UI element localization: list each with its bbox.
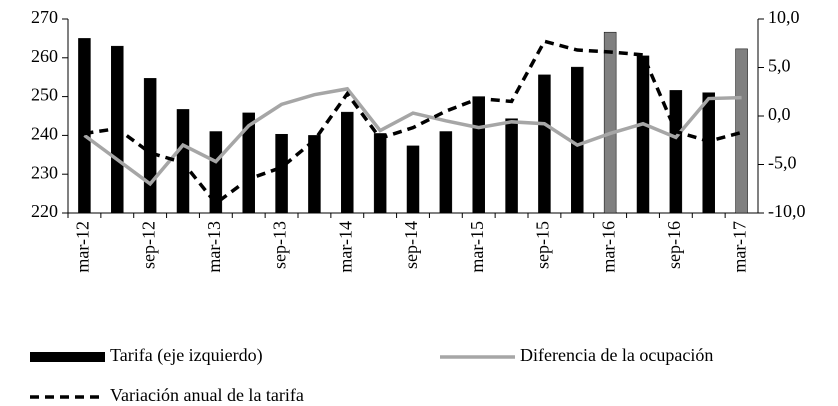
- x-tick-label: mar-17: [730, 221, 750, 273]
- bar: [538, 74, 551, 214]
- x-tick-label: sep-13: [270, 221, 290, 269]
- bar: [143, 78, 157, 214]
- x-tick-label: sep-15: [533, 221, 553, 269]
- x-tick-label: mar-14: [335, 221, 355, 273]
- legend-label: Diferencia de la ocupación: [520, 345, 713, 365]
- y2-tick-label: 10,0: [768, 7, 800, 27]
- bar: [308, 135, 321, 214]
- bar: [571, 66, 584, 214]
- bar: [603, 31, 617, 214]
- legend-label: Variación anual de la tarifa: [110, 385, 304, 405]
- bar: [669, 90, 683, 214]
- line: [83, 86, 742, 187]
- legend-label: Tarifa (eje izquierdo): [110, 345, 263, 366]
- bar: [505, 118, 518, 214]
- bar: [275, 133, 288, 214]
- bar: [636, 55, 650, 214]
- legend-swatch: [30, 352, 105, 362]
- bar: [702, 92, 715, 214]
- bar: [406, 145, 420, 214]
- bar: [735, 48, 748, 214]
- line: [84, 39, 743, 206]
- bar: [439, 131, 453, 214]
- x-tick-label: mar-15: [467, 221, 487, 273]
- x-tick-label: mar-12: [73, 221, 93, 273]
- bar: [78, 38, 91, 214]
- y-tick-label: 260: [31, 46, 58, 66]
- x-tick-label: mar-16: [598, 221, 618, 273]
- x-tick-label: sep-12: [138, 221, 158, 269]
- y2-tick-label: 0,0: [768, 104, 791, 124]
- y-tick-label: 270: [31, 7, 58, 27]
- y-tick-label: 240: [31, 124, 58, 144]
- y-tick-label: 250: [31, 85, 58, 105]
- y2-tick-label: 5,0: [768, 56, 791, 76]
- x-tick-label: mar-13: [204, 221, 224, 273]
- y2-tick-label: -5,0: [768, 153, 797, 173]
- y-tick-label: 220: [31, 201, 58, 221]
- x-tick-label: sep-16: [664, 221, 684, 269]
- y-tick-label: 230: [31, 162, 58, 182]
- x-tick-label: sep-14: [401, 221, 421, 269]
- bar: [472, 96, 485, 214]
- bar: [209, 131, 223, 214]
- y2-tick-label: -10,0: [768, 201, 806, 221]
- bar: [341, 111, 354, 214]
- bar: [373, 133, 387, 214]
- bar: [242, 112, 255, 214]
